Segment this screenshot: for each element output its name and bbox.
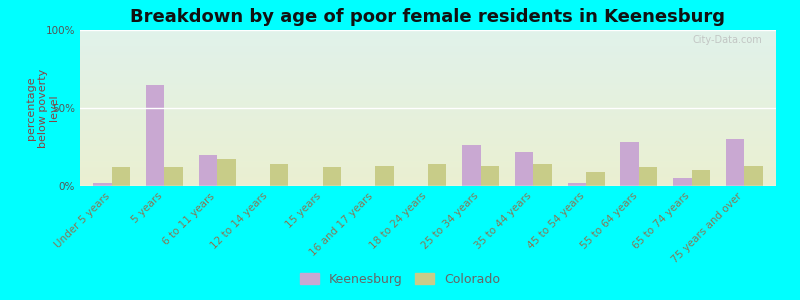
Bar bbox=[375, 166, 394, 186]
Bar bbox=[217, 160, 235, 186]
Title: Breakdown by age of poor female residents in Keenesburg: Breakdown by age of poor female resident… bbox=[130, 8, 726, 26]
Text: City-Data.com: City-Data.com bbox=[692, 35, 762, 45]
Bar bbox=[534, 164, 552, 186]
Bar bbox=[198, 155, 217, 186]
Bar bbox=[322, 167, 341, 186]
Bar bbox=[639, 167, 658, 186]
Bar bbox=[428, 164, 446, 186]
Bar bbox=[744, 166, 763, 186]
Bar bbox=[568, 183, 586, 186]
Bar bbox=[93, 183, 112, 186]
Bar bbox=[673, 178, 692, 186]
Bar bbox=[692, 170, 710, 186]
Bar bbox=[270, 164, 288, 186]
Legend: Keenesburg, Colorado: Keenesburg, Colorado bbox=[295, 268, 505, 291]
Bar bbox=[481, 166, 499, 186]
Bar bbox=[462, 146, 481, 186]
Bar bbox=[515, 152, 534, 186]
Bar bbox=[586, 172, 605, 186]
Bar bbox=[726, 139, 744, 186]
Bar bbox=[146, 85, 164, 186]
Bar bbox=[621, 142, 639, 186]
Bar bbox=[164, 167, 183, 186]
Bar bbox=[112, 167, 130, 186]
Y-axis label: percentage
below poverty
level: percentage below poverty level bbox=[26, 68, 59, 148]
